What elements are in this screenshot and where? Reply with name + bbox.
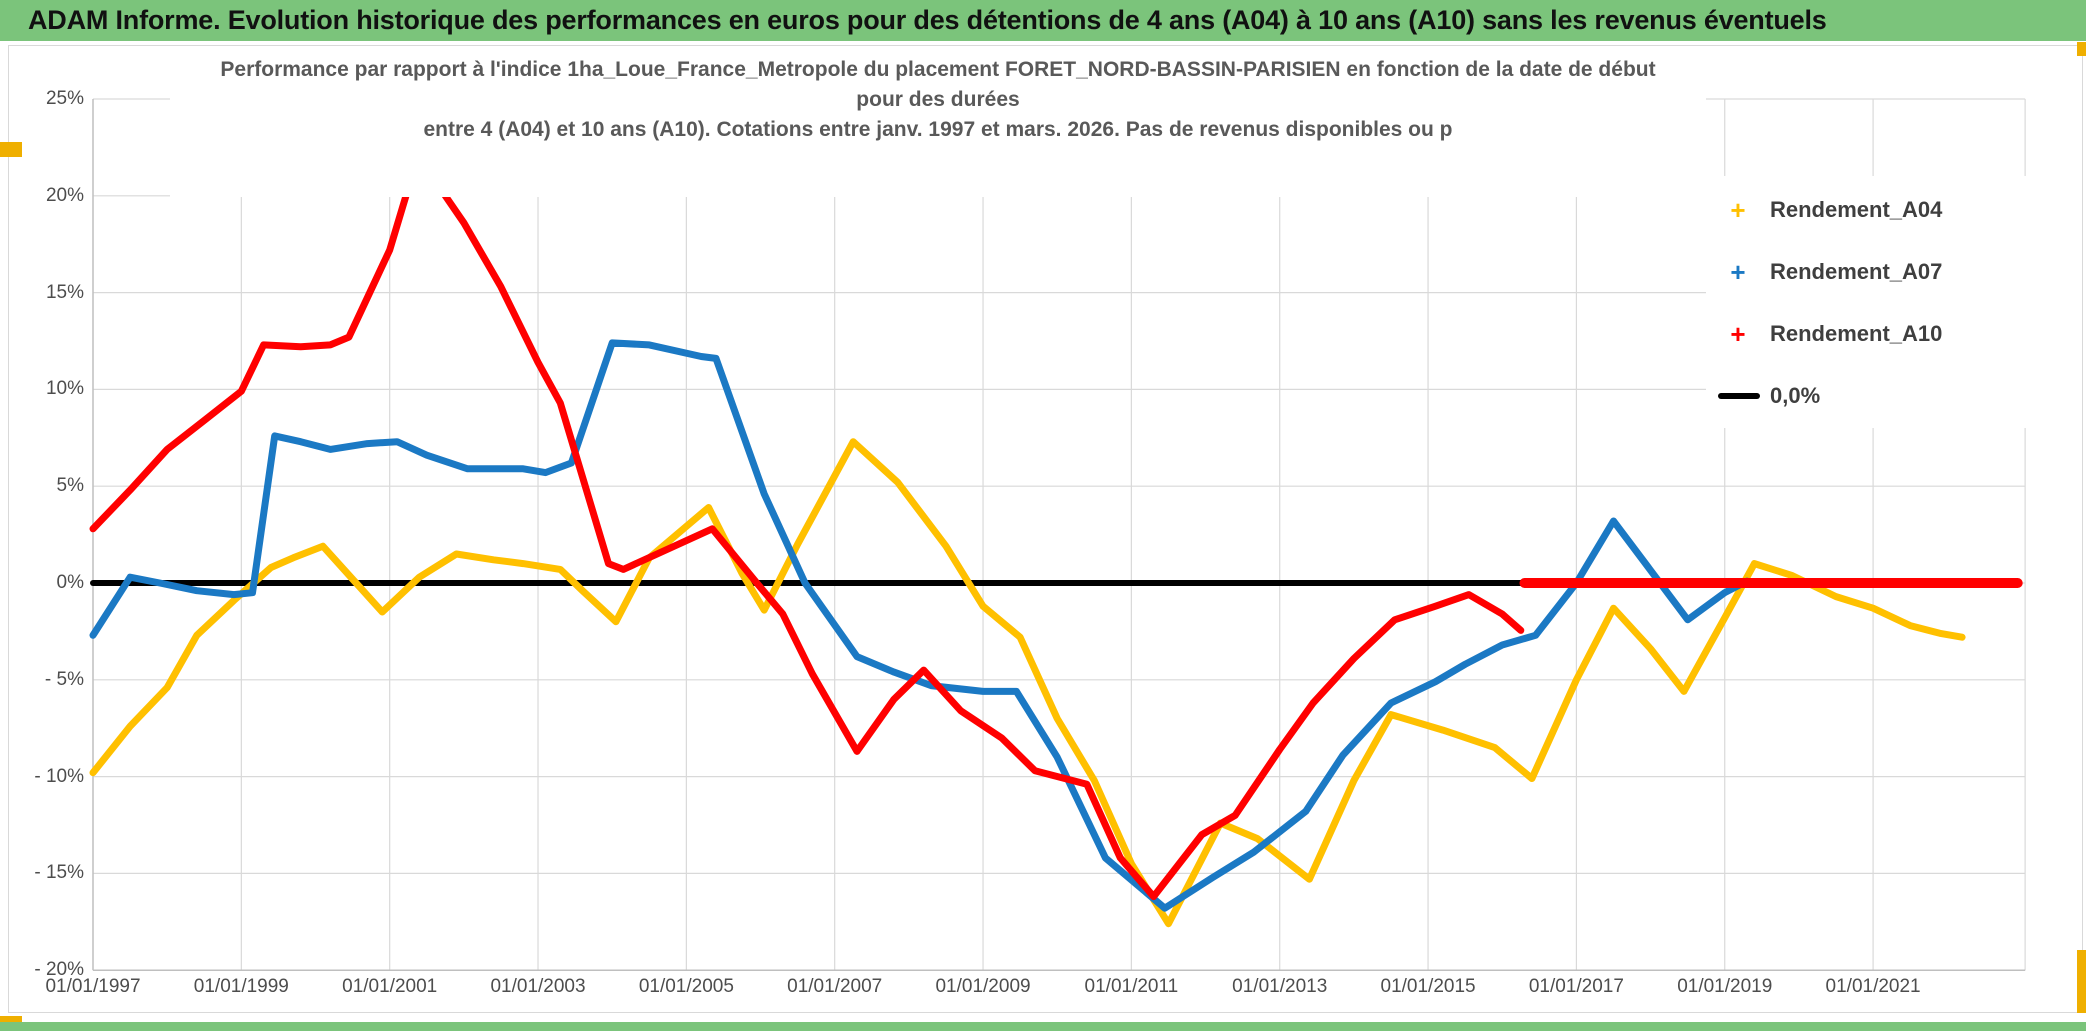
x-tick-label: 01/01/2007: [787, 976, 883, 997]
legend-item-rendement-a10: + Rendement_A10: [1706, 312, 2064, 356]
y-tick-label: 20%: [45, 184, 84, 206]
x-tick-label: 01/01/2021: [1825, 976, 1921, 997]
legend-zero-line-swatch: [1718, 393, 1760, 399]
series-Rendement_A04: [89, 438, 1966, 928]
y-tick-label: 0%: [56, 572, 84, 593]
y-tick-label: - 5%: [44, 668, 84, 690]
x-tick-label: 01/01/2019: [1677, 976, 1773, 997]
legend-plus-marker: +: [1730, 195, 1746, 225]
x-tick-label: 01/01/2001: [342, 976, 438, 997]
x-tick-label: 01/01/2013: [1232, 976, 1328, 997]
y-tick-label: - 20%: [34, 959, 84, 981]
legend-label: 0,0%: [1770, 383, 1821, 408]
legend-item-rendement-a07: + Rendement_A07: [1706, 250, 2064, 294]
legend-label: Rendement_A04: [1770, 197, 1943, 222]
x-tick-label: 01/01/2005: [638, 976, 734, 997]
x-tick-label: 01/01/2015: [1380, 976, 1476, 997]
header-bar: ADAM Informe. Evolution historique des p…: [0, 0, 2086, 41]
x-tick-label: 01/01/2017: [1528, 976, 1624, 997]
page-title: ADAM Informe. Evolution historique des p…: [28, 5, 1827, 35]
chart-title-line-2: pour des durées: [856, 88, 1020, 111]
legend: + Rendement_A04 + Rendement_A07 + Rendement_A…: [1706, 176, 2064, 428]
legend-plus-marker: +: [1730, 257, 1746, 287]
chart-title: Performance par rapport à l'indice 1ha_L…: [170, 55, 1706, 197]
chart-title-line-1: Performance par rapport à l'indice 1ha_L…: [220, 58, 1656, 81]
legend-item-rendement-a04: + Rendement_A04: [1706, 188, 2064, 232]
y-tick-label: 10%: [45, 378, 84, 400]
legend-plus-marker: +: [1730, 319, 1746, 349]
legend-label: Rendement_A07: [1770, 259, 1943, 284]
y-tick-label: 25%: [45, 88, 84, 109]
x-tick-label: 01/01/1999: [193, 976, 289, 997]
bottom-green-bar: [0, 1022, 2086, 1031]
legend-item-0-0-: 0,0%: [1706, 374, 2064, 418]
x-tick-label: 01/01/2011: [1084, 976, 1179, 997]
x-tick-label: 01/01/2003: [490, 976, 586, 997]
y-tick-label: 15%: [45, 281, 84, 303]
series-Rendement_A10: [89, 192, 1525, 901]
x-tick-label: 01/01/2009: [935, 976, 1031, 997]
accent-header-right: [2077, 42, 2086, 56]
chart-title-line-3: entre 4 (A04) et 10 ans (A10). Cotations…: [423, 118, 1453, 141]
legend-label: Rendement_A10: [1770, 321, 1943, 346]
accent-top-left: [0, 142, 22, 157]
series-Rendement_A07: [89, 339, 1751, 912]
accent-bottom-right: [2077, 950, 2086, 1013]
x-tick-label: 01/01/1997: [45, 976, 141, 997]
accent-bottom-left: [0, 1016, 22, 1025]
y-tick-label: - 10%: [34, 765, 84, 787]
y-tick-label: 5%: [56, 475, 84, 497]
y-tick-label: - 15%: [34, 862, 84, 884]
